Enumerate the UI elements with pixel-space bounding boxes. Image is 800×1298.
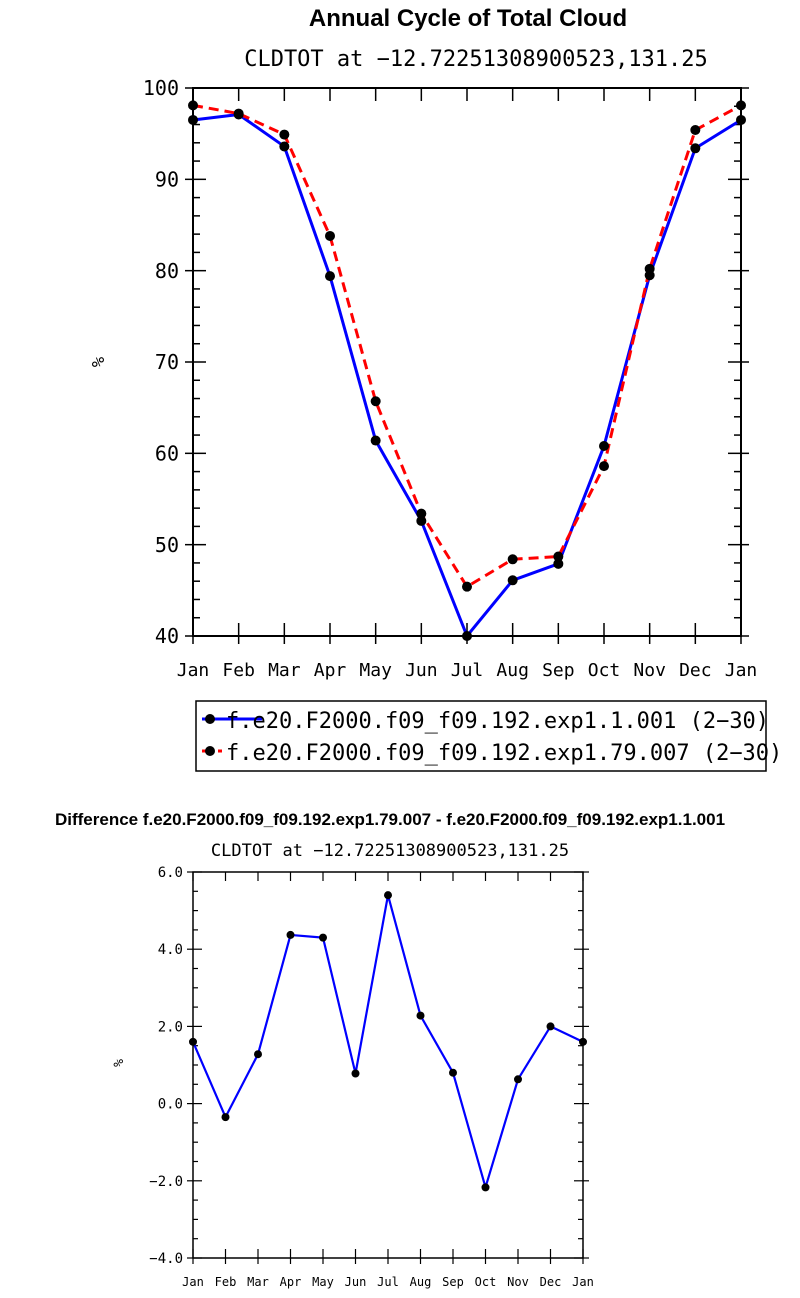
series-2-point — [279, 129, 290, 140]
legend-marker-1 — [205, 714, 215, 724]
chart1-series — [188, 100, 746, 641]
chart2-x-tick-labels: Jan Feb Mar Apr May Jun Jul Aug Sep Oct Nov Dec Jan — [182, 1275, 594, 1289]
x-tick-label: May — [312, 1275, 334, 1289]
series-1-point — [416, 515, 427, 526]
legend-label-1: f.e20.F2000.f09_f09.192.exp1.1.001 (2−30… — [226, 709, 769, 734]
legend-entry-1: f.e20.F2000.f09_f09.192.exp1.1.001 (2−30… — [202, 709, 769, 734]
x-tick-label: Jun — [405, 660, 438, 681]
x-tick-label: Dec — [540, 1275, 562, 1289]
y-tick-label: 90 — [155, 168, 179, 192]
x-tick-label: Aug — [410, 1275, 432, 1289]
series-2-point — [462, 581, 472, 592]
x-tick-label: Aug — [496, 660, 529, 681]
series-2-point — [325, 230, 335, 241]
chart2-subtitle: CLDTOT at −12.72251308900523,131.25 — [211, 841, 569, 861]
series-1-point — [599, 441, 609, 452]
series-1-point — [286, 930, 295, 939]
series-1-point — [507, 575, 518, 586]
y-tick-label: −2.0 — [149, 1174, 183, 1190]
chart1-subtitle: CLDTOT at −12.72251308900523,131.25 — [244, 47, 708, 72]
x-tick-label: Apr — [314, 660, 347, 681]
annual-cycle-chart: Annual Cycle of Total Cloud CLDTOT at −1… — [89, 5, 782, 772]
series-1-point — [351, 1069, 360, 1078]
y-tick-label: 2.0 — [158, 1019, 183, 1035]
y-tick-label: −4.0 — [149, 1251, 183, 1267]
y-tick-label: 4.0 — [158, 942, 183, 958]
x-tick-label: Jan — [177, 660, 210, 681]
series-1-point — [384, 891, 392, 900]
series-line-1 — [192, 112, 742, 638]
series-2-point — [416, 508, 427, 519]
series-1-point — [514, 1075, 522, 1084]
series-line-2 — [192, 103, 742, 589]
chart2-ylabel: % — [112, 1059, 127, 1067]
chart1-y-tick-labels: 40 50 60 70 80 90 100 — [143, 76, 179, 648]
chart1-ticks — [185, 87, 749, 644]
x-tick-label: Oct — [475, 1275, 497, 1289]
chart2-y-tick-labels: −4.0 −2.0 0.0 2.0 4.0 6.0 — [149, 865, 183, 1267]
series-1-point — [546, 1022, 555, 1031]
chart1-title: Annual Cycle of Total Cloud — [309, 5, 627, 32]
chart2-ticks — [187, 871, 589, 1264]
difference-chart: Difference f.e20.F2000.f09_f09.192.exp1.… — [55, 810, 725, 1289]
legend-label-2: f.e20.F2000.f09_f09.192.exp1.79.007 (2−3… — [226, 741, 782, 766]
x-tick-label: Jul — [451, 660, 484, 681]
legend-box — [195, 700, 767, 772]
y-tick-label: 0.0 — [158, 1097, 183, 1113]
series-1-point — [690, 143, 701, 154]
x-tick-label: Oct — [588, 660, 621, 681]
x-tick-label: Jan — [572, 1275, 594, 1289]
series-2-point — [690, 125, 701, 136]
series-1-point — [481, 1183, 490, 1192]
chart2-title: Difference f.e20.F2000.f09_f09.192.exp1.… — [55, 810, 725, 829]
x-tick-label: May — [359, 660, 392, 681]
x-tick-label: Jun — [345, 1275, 367, 1289]
x-tick-label: Mar — [268, 660, 301, 681]
series-1-point — [279, 141, 290, 152]
series-1-point — [416, 1011, 425, 1020]
x-tick-label: Jan — [725, 660, 758, 681]
x-tick-label: Nov — [633, 660, 666, 681]
series-1-point — [370, 435, 381, 446]
y-tick-label: 60 — [155, 442, 179, 466]
x-tick-label: Mar — [247, 1275, 269, 1289]
y-tick-label: 80 — [155, 259, 179, 283]
x-tick-label: Nov — [507, 1275, 529, 1289]
y-tick-label: 100 — [143, 76, 179, 100]
chart1-ylabel: % — [89, 357, 109, 367]
series-2-point — [644, 263, 655, 274]
x-tick-label: Sep — [542, 660, 575, 681]
series-line-1 — [191, 894, 584, 1189]
x-tick-label: Jan — [182, 1275, 204, 1289]
y-tick-label: 6.0 — [158, 865, 183, 881]
series-1-point — [254, 1050, 262, 1059]
x-tick-label: Feb — [215, 1275, 237, 1289]
chart1-x-tick-labels: Jan Feb Mar Apr May Jun Jul Aug Sep Oct Nov Dec Jan — [177, 660, 758, 681]
series-2-point — [599, 461, 609, 472]
chart2-series — [189, 891, 587, 1192]
y-tick-label: 40 — [155, 624, 179, 648]
series-2-point — [507, 554, 518, 565]
chart2-plot-frame — [192, 871, 584, 1259]
y-tick-label: 50 — [155, 533, 179, 557]
series-1-point — [221, 1113, 230, 1122]
chart1-legend: f.e20.F2000.f09_f09.192.exp1.1.001 (2−30… — [195, 700, 782, 772]
y-tick-label: 70 — [155, 350, 179, 374]
legend-marker-2 — [205, 746, 215, 756]
x-tick-label: Jul — [377, 1275, 399, 1289]
x-tick-label: Dec — [679, 660, 712, 681]
series-1-point — [553, 558, 564, 569]
series-2-point — [233, 108, 244, 119]
chart1-plot-frame — [192, 87, 742, 637]
series-2-point — [553, 551, 564, 562]
legend-entry-2: f.e20.F2000.f09_f09.192.exp1.79.007 (2−3… — [202, 741, 782, 766]
series-1-point — [319, 933, 327, 942]
series-2-point — [370, 396, 381, 407]
x-tick-label: Apr — [280, 1275, 302, 1289]
series-1-point — [449, 1068, 457, 1077]
series-1-point — [325, 271, 335, 282]
x-tick-label: Sep — [442, 1275, 464, 1289]
x-tick-label: Feb — [222, 660, 255, 681]
